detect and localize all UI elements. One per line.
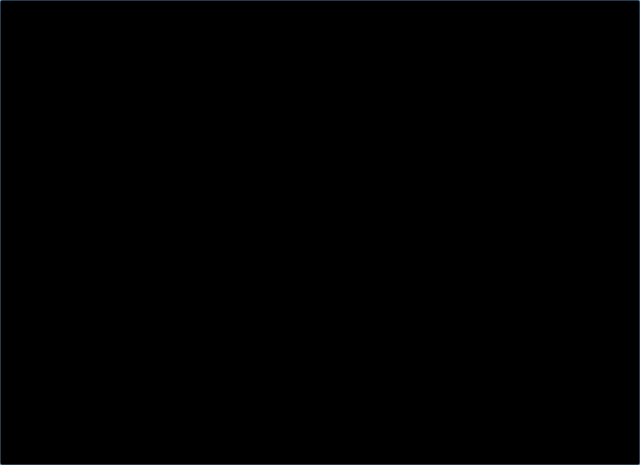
Text: $\mathbf{D}_\theta^{[f]}$: $\mathbf{D}_\theta^{[f]}$ [338, 30, 354, 46]
FancyBboxPatch shape [225, 42, 271, 94]
Text: $x_{t-k}$: $x_{t-k}$ [389, 198, 415, 210]
Text: $\mathbf{D}_\theta^{[F-1]}$: $\mathbf{D}_\theta^{[F-1]}$ [234, 30, 262, 46]
Text: Time: Time [125, 387, 150, 397]
Text: M
L
P: M L P [252, 59, 257, 75]
Text: $x_{\frac{T}{p}}^{f}$: $x_{\frac{T}{p}}^{f}$ [209, 192, 221, 216]
Text: $x_{t}$: $x_{t}$ [303, 226, 314, 238]
Text: p = i: p = i [84, 199, 109, 209]
Text: $x_{t}$: $x_{t}$ [339, 198, 351, 210]
Text: ...: ... [431, 198, 443, 211]
Text: p = i+1: p = i+1 [93, 162, 133, 172]
FancyBboxPatch shape [314, 25, 378, 105]
FancyBboxPatch shape [346, 52, 359, 82]
FancyBboxPatch shape [138, 25, 202, 105]
Text: $x_{t+1}$: $x_{t+1}$ [257, 226, 280, 238]
Text: $x_{\frac{T}{p}}^{f}$: $x_{\frac{T}{p}}^{f}$ [248, 128, 262, 152]
FancyBboxPatch shape [248, 52, 261, 82]
Text: p = 0: p = 0 [83, 227, 111, 237]
Text: $x_{\frac{T}{p}}^{(f-1)}$: $x_{\frac{T}{p}}^{(f-1)}$ [392, 127, 424, 153]
Text: $x_{\frac{T}{p}}^{(f-1)}$: $x_{\frac{T}{p}}^{(f-1)}$ [454, 191, 486, 217]
Text: $\rightarrow$: $\rightarrow$ [319, 227, 332, 237]
Text: ROIs: ROIs [62, 302, 72, 326]
FancyBboxPatch shape [412, 42, 458, 94]
Text: ...: ... [107, 147, 119, 160]
FancyBboxPatch shape [403, 25, 467, 105]
Text: Q
K
V: Q K V [339, 59, 344, 75]
Text: Multi-phase Distillation: Multi-phase Distillation [229, 119, 411, 133]
Text: $x_{\frac{T}{p}}^{(f-1)}$: $x_{\frac{T}{p}}^{(f-1)}$ [434, 154, 466, 180]
Text: Q
K
V: Q K V [428, 59, 433, 75]
Text: M
L
P: M L P [173, 59, 179, 75]
FancyBboxPatch shape [323, 42, 369, 94]
Text: ...: ... [91, 212, 103, 225]
Polygon shape [145, 127, 545, 260]
Text: Distillation: Distillation [302, 178, 358, 188]
Text: $\mathbf{D}_\theta^{[1]}$: $\mathbf{D}_\theta^{[1]}$ [507, 30, 525, 46]
FancyBboxPatch shape [335, 52, 348, 82]
Text: $x_{t+k}$: $x_{t+k}$ [272, 198, 298, 210]
Text: M
L
P: M L P [349, 59, 355, 75]
Text: ...: ... [324, 147, 336, 160]
Text: $x_T$: $x_T$ [27, 9, 43, 22]
Text: $\rightarrow$: $\rightarrow$ [191, 227, 204, 237]
Text: ...: ... [289, 58, 305, 72]
Text: $x_{t-k}$: $x_{t-k}$ [362, 161, 388, 173]
FancyBboxPatch shape [216, 25, 280, 105]
Text: $x_{t+k}$: $x_{t+k}$ [282, 161, 308, 173]
FancyBboxPatch shape [170, 52, 183, 82]
FancyBboxPatch shape [516, 52, 529, 82]
FancyBboxPatch shape [435, 52, 448, 82]
FancyBboxPatch shape [424, 52, 437, 82]
Text: $x_{\frac{T}{p}}^{(f-1)}$: $x_{\frac{T}{p}}^{(f-1)}$ [447, 221, 477, 243]
FancyBboxPatch shape [505, 52, 518, 82]
Text: Q
K
V: Q K V [241, 59, 246, 75]
Text: ...: ... [244, 198, 256, 211]
Text: $x_{\frac{T}{p}}^{f-1}$: $x_{\frac{T}{p}}^{f-1}$ [211, 222, 234, 242]
FancyBboxPatch shape [493, 42, 539, 94]
Text: Q
K
V: Q K V [163, 59, 168, 75]
Text: ...: ... [404, 160, 416, 173]
Text: $\mathbf{D}_\theta^{[F]}$: $\mathbf{D}_\theta^{[F]}$ [161, 30, 179, 46]
Text: ...: ... [243, 226, 253, 239]
Text: $x_{t-1}$: $x_{t-1}$ [334, 226, 358, 238]
Text: $x_{\frac{T}{p}}^{(f-1)+1}$: $x_{\frac{T}{p}}^{(f-1)+1}$ [381, 222, 419, 242]
FancyBboxPatch shape [159, 52, 172, 82]
Text: $\rightarrow$: $\rightarrow$ [282, 227, 294, 237]
Text: Q
K
V: Q K V [509, 59, 514, 75]
Text: ...: ... [254, 160, 266, 173]
FancyBboxPatch shape [237, 52, 250, 82]
Text: $\rightarrow$: $\rightarrow$ [426, 227, 438, 237]
Text: $x_{\frac{T}{p}}^{f}$: $x_{\frac{T}{p}}^{f}$ [172, 221, 184, 242]
Text: ...: ... [362, 226, 372, 239]
Text: M
L
P: M L P [520, 59, 525, 75]
FancyBboxPatch shape [484, 25, 548, 105]
Text: p = P: p = P [99, 135, 127, 145]
FancyBboxPatch shape [147, 42, 193, 94]
Text: ...: ... [383, 58, 399, 72]
Text: $x_0$: $x_0$ [600, 9, 616, 22]
Text: ...: ... [339, 212, 351, 225]
Text: Fractional Diffusion: Fractional Diffusion [228, 10, 412, 28]
Text: $x_{\frac{T}{p}}^{f}$: $x_{\frac{T}{p}}^{f}$ [218, 155, 232, 179]
Text: $\mathbf{D}_\theta^{[2]}$: $\mathbf{D}_\theta^{[2]}$ [426, 30, 444, 46]
Text: M
L
P: M L P [439, 59, 444, 75]
